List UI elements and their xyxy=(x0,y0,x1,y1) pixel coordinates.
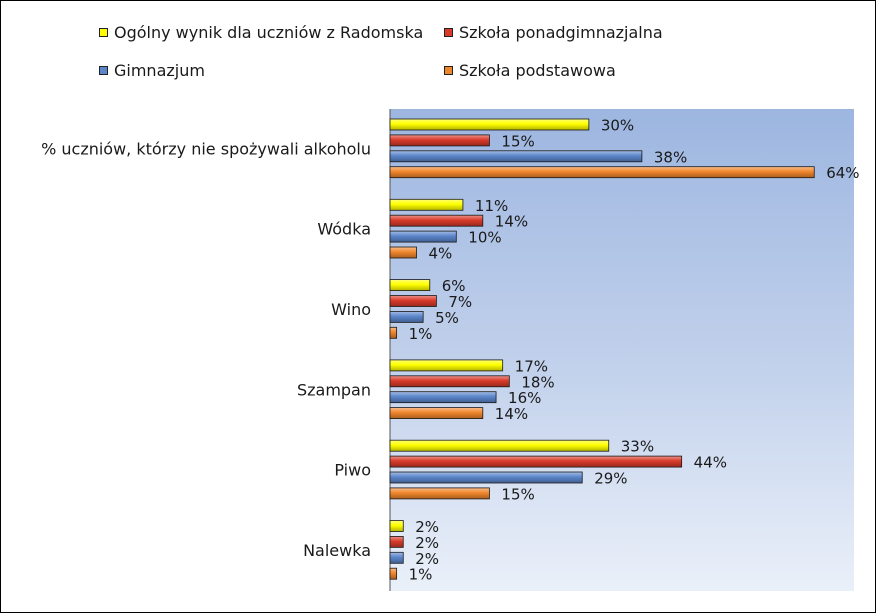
value-label: 38% xyxy=(654,148,687,166)
category-label: Szampan xyxy=(297,380,371,399)
bar xyxy=(389,166,815,179)
value-label: 33% xyxy=(621,438,654,456)
bar xyxy=(389,310,424,323)
value-label: 44% xyxy=(694,454,727,472)
bar xyxy=(389,198,464,211)
value-label: 14% xyxy=(495,213,528,231)
bar xyxy=(389,439,610,452)
legend-swatch-gimnazjum xyxy=(99,66,108,75)
value-label: 5% xyxy=(435,309,459,327)
bar xyxy=(389,567,398,580)
bar xyxy=(389,134,490,147)
value-label: 1% xyxy=(409,566,433,584)
value-label: 6% xyxy=(442,277,466,295)
value-label: 1% xyxy=(409,325,433,343)
bar xyxy=(389,246,417,259)
value-label: 2% xyxy=(415,518,439,536)
bar xyxy=(389,118,590,131)
value-label: 10% xyxy=(468,229,501,247)
value-label: 15% xyxy=(501,132,534,150)
legend-label-ponadgimnazjalna: Szkoła ponadgimnazjalna xyxy=(459,23,663,42)
legend-label-gimnazjum: Gimnazjum xyxy=(114,61,205,80)
legend-swatch-podstawowa xyxy=(444,66,453,75)
bar xyxy=(389,391,497,404)
bar xyxy=(389,455,683,468)
value-label: 11% xyxy=(475,197,508,215)
bar xyxy=(389,407,484,420)
legend-swatch-ponadgimnazjalna xyxy=(444,28,453,37)
bar xyxy=(389,359,504,372)
bar xyxy=(389,520,404,532)
legend-label-radomsko: Ogólny wynik dla uczniów z Radomska xyxy=(114,23,424,42)
bar xyxy=(389,326,398,339)
category-label: Wódka xyxy=(317,220,371,239)
value-label: 17% xyxy=(515,357,548,375)
legend-item-gimnazjum: Gimnazjum xyxy=(99,61,205,80)
value-label: 2% xyxy=(415,550,439,568)
bar xyxy=(389,230,457,243)
value-label: 64% xyxy=(826,164,859,182)
legend-item-radomsko: Ogólny wynik dla uczniów z Radomska xyxy=(99,23,423,42)
value-label: 15% xyxy=(501,485,534,503)
labels-group: % uczniów, którzy nie spożywali alkoholu… xyxy=(41,117,859,584)
value-label: 18% xyxy=(521,373,554,391)
bar xyxy=(389,487,490,500)
bar xyxy=(389,295,437,307)
value-label: 7% xyxy=(448,293,472,311)
value-label: 14% xyxy=(495,405,528,423)
legend-swatch-radomsko xyxy=(99,28,108,37)
bar xyxy=(389,150,643,163)
value-label: 4% xyxy=(429,245,453,263)
bar xyxy=(389,214,484,227)
legend-item-ponadgimnazjalna: Szkoła ponadgimnazjalna xyxy=(444,23,663,42)
bars-group xyxy=(389,118,815,580)
value-label: 29% xyxy=(594,470,627,488)
plot-area xyxy=(390,109,854,591)
bar xyxy=(389,279,431,292)
bar xyxy=(389,375,510,388)
category-label: Piwo xyxy=(334,461,371,480)
value-label: 2% xyxy=(415,534,439,552)
bar xyxy=(389,536,404,548)
value-label: 16% xyxy=(508,389,541,407)
bar xyxy=(389,551,404,564)
legend-item-podstawowa: Szkoła podstawowa xyxy=(444,61,616,80)
legend: Ogólny wynik dla uczniów z Radomska Szko… xyxy=(1,1,875,101)
value-label: 30% xyxy=(601,117,634,135)
bar xyxy=(389,471,583,484)
category-label: Nalewka xyxy=(303,541,371,560)
category-label: % uczniów, którzy nie spożywali alkoholu xyxy=(41,139,371,158)
category-label: Wino xyxy=(331,300,371,319)
legend-label-podstawowa: Szkoła podstawowa xyxy=(459,61,616,80)
